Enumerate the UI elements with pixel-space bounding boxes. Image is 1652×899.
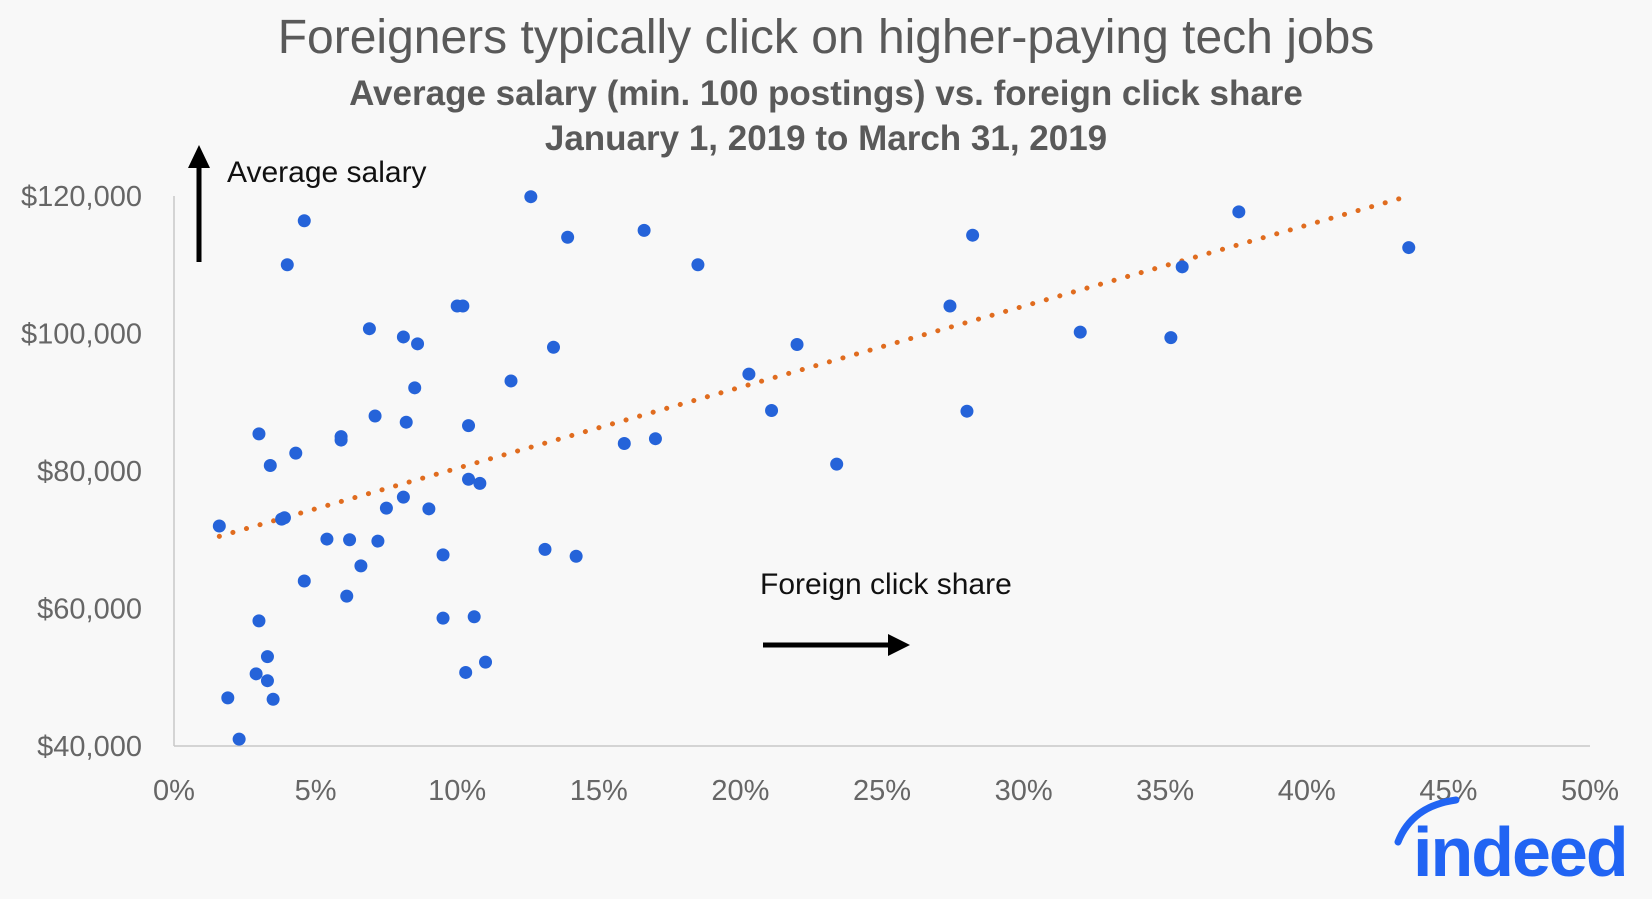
scatter-point [462,419,476,433]
y-arrow-icon [188,145,210,262]
scatter-point [320,532,334,546]
chart-subtitle: Average salary (min. 100 postings) vs. f… [349,74,1303,113]
scatter-point [411,337,425,351]
scatter-point [1232,205,1246,219]
scatter-point [396,490,410,504]
scatter-point [479,655,493,669]
scatter-point [212,519,226,533]
y-tick-label: $60,000 [37,594,142,626]
y-tick-label: $40,000 [37,731,142,763]
y-axis-label: Average salary [227,156,427,189]
scatter-point [396,330,410,344]
indeed-logo: indeed [1394,796,1629,891]
scatter-point [1164,331,1178,345]
axes [173,196,1590,747]
x-tick-labels: 0% 5% 10% 15% 20% 25% 30% 35% 40% 45% 50% [153,775,1619,807]
x-tick-label: 10% [428,775,486,807]
x-tick-label: 25% [853,775,911,807]
scatter-point [232,732,246,746]
chart-date-range: January 1, 2019 to March 31, 2019 [544,119,1108,158]
scatter-point [1073,325,1087,339]
scatter-point [277,511,291,525]
scatter-point [436,548,450,562]
scatter-point [260,674,274,688]
scatter-point [960,404,974,418]
scatter-point [252,427,266,441]
scatter-point [524,190,538,204]
scatter-point [467,610,481,624]
scatter-point [1402,241,1416,255]
scatter-point [399,415,413,429]
scatter-point [297,214,311,228]
scatter-point [379,501,393,515]
scatter-point [569,549,583,563]
scatter-point [221,691,235,705]
scatter-point [289,446,303,460]
scatter-point [249,667,263,681]
scatter-point [252,614,266,628]
scatter-point [362,322,376,336]
chart-title: Foreigners typically click on higher-pay… [277,11,1375,64]
scatter-point [943,299,957,313]
svg-text:indeed: indeed [1413,813,1627,891]
scatter-point [456,299,470,313]
scatter-point [263,459,277,472]
scatter-point [436,611,450,625]
scatter-point [462,472,476,486]
scatter-point [830,457,844,471]
x-tick-label: 35% [1136,775,1194,807]
x-axis-label: Foreign click share [760,568,1012,601]
x-arrow-icon [763,634,910,656]
scatter-point [343,533,357,547]
scatter-point [561,230,575,244]
x-tick-label: 20% [711,775,769,807]
scatter-point [1175,260,1189,274]
x-tick-label: 15% [570,775,628,807]
scatter-point [459,665,473,679]
scatter-point [260,650,274,664]
x-tick-label: 30% [995,775,1053,807]
scatter-point [473,476,487,490]
scatter-point [504,374,518,388]
x-tick-label: 0% [153,775,195,807]
scatter-point [422,502,436,516]
scatter-point [266,692,280,706]
scatter-point [966,228,980,242]
scatter-point [538,542,552,556]
y-tick-label: $120,000 [21,181,142,213]
data-points [212,190,1416,746]
scatter-point [297,574,311,588]
scatter-point [354,559,368,573]
x-tick-label: 40% [1278,775,1336,807]
y-tick-label: $100,000 [21,319,142,351]
scatter-point [368,409,382,423]
x-tick-label: 50% [1561,775,1619,807]
scatter-point [790,338,804,351]
trendline [216,193,1412,539]
trendline-line [216,193,1412,539]
y-tick-labels: $40,000 $60,000 $80,000 $100,000 $120,000 [21,181,142,763]
scatter-point [742,367,756,381]
y-tick-label: $80,000 [37,456,142,488]
x-tick-label: 5% [295,775,337,807]
scatter-point [637,223,651,237]
scatter-point [617,437,631,450]
scatter-point [371,534,385,548]
scatter-point [691,258,705,272]
scatter-point [765,404,779,417]
scatter-point [280,258,294,272]
scatter-point [334,430,348,444]
scatter-point [340,589,354,603]
scatter-point [546,340,560,354]
scatter-point [408,381,422,395]
scatter-point [648,432,662,446]
